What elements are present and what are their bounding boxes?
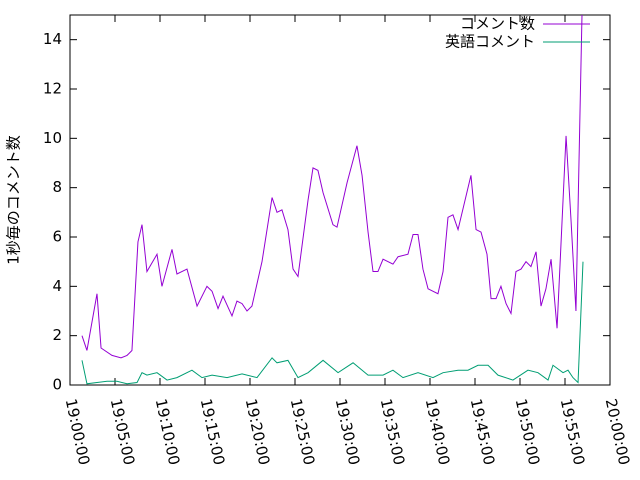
x-tick-label: 19:50:00 [512,397,544,467]
x-tick-label: 20:00:00 [602,397,634,467]
x-tick-label: 19:35:00 [377,397,409,467]
x-tick-label: 19:20:00 [242,397,274,467]
x-tick-label: 19:40:00 [422,397,454,467]
y-tick-label: 14 [43,30,62,48]
y-tick-label: 10 [43,129,62,147]
x-tick-label: 19:05:00 [107,397,139,467]
x-tick-label: 19:30:00 [332,397,364,467]
x-tick-label: 19:10:00 [152,397,184,467]
plot-frame [69,14,611,386]
y-tick-label: 6 [52,228,62,246]
x-tick-label: 19:45:00 [467,397,499,467]
legend-label: コメント数 [460,15,535,33]
y-tick-label: 2 [52,326,62,344]
y-tick-label: 4 [52,277,62,295]
y-tick-label: 12 [43,80,62,98]
plot-lines [81,15,584,385]
y-tick-label: 0 [52,376,62,394]
x-tick-label: 19:55:00 [557,397,589,467]
legend-label: 英語コメント [445,33,535,51]
data-line [81,15,583,359]
y-tick-label: 8 [52,178,62,196]
x-tick-label: 19:15:00 [197,397,229,467]
x-tick-label: 19:00:00 [62,397,94,467]
x-tick-label: 19:25:00 [287,397,319,467]
data-line [81,261,584,385]
y-axis-label: 1秒毎のコメント数 [5,135,23,265]
